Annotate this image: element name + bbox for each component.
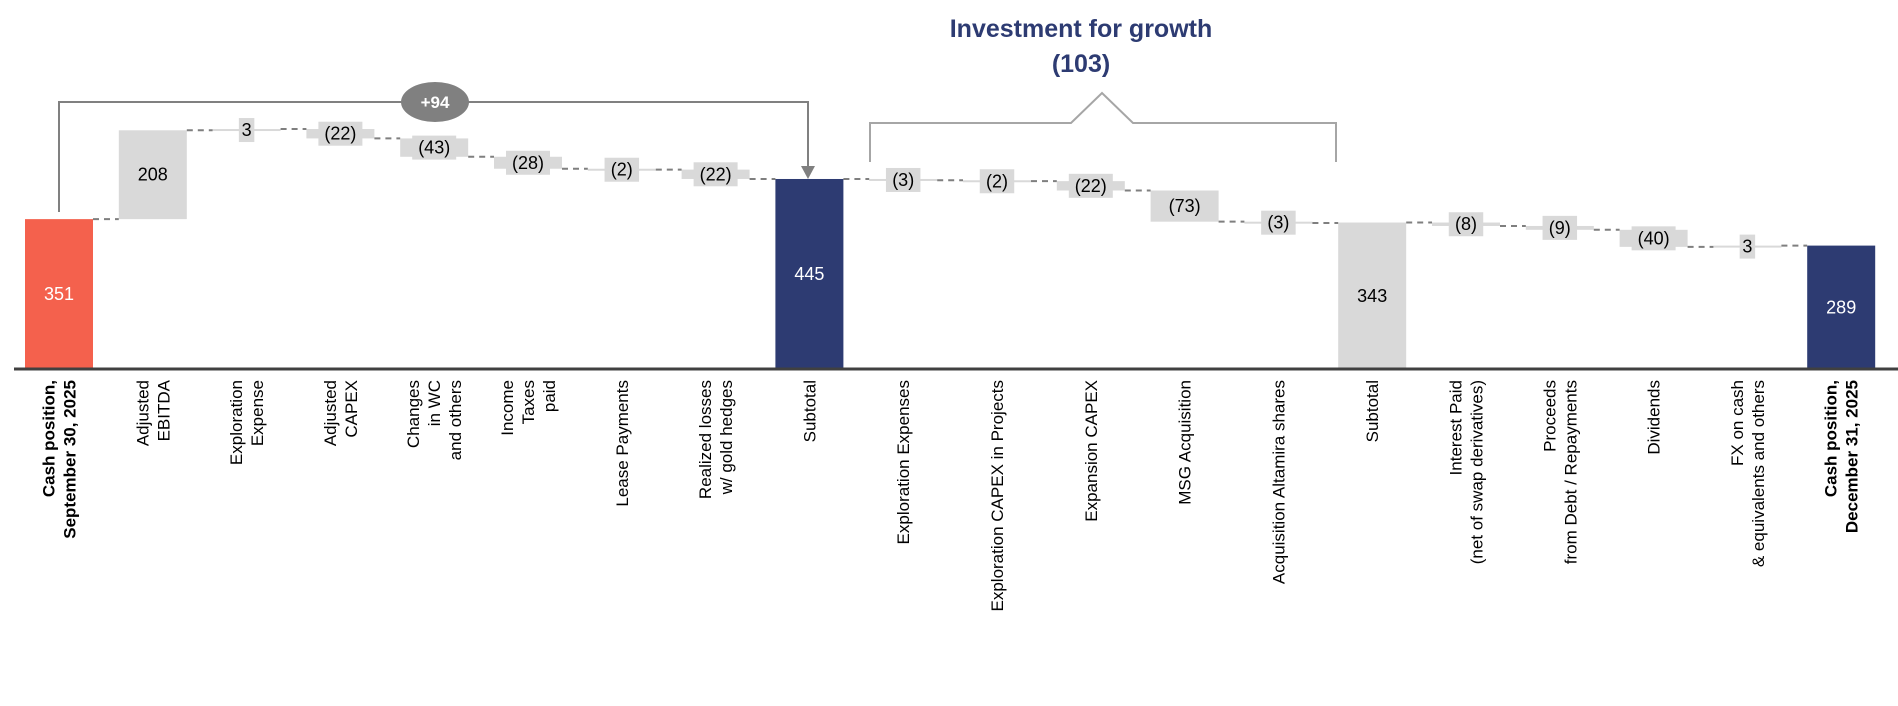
category-label-3: Adjusted [321, 380, 340, 446]
category-label-4: Changes [404, 380, 423, 448]
value-label-bg-4 [412, 135, 457, 160]
category-label-18: FX on cash [1728, 380, 1747, 466]
bar-19 [1807, 245, 1876, 369]
category-label-5: Taxes [519, 380, 538, 424]
category-label-17: Dividends [1645, 380, 1664, 455]
category-label-9: Exploration Expenses [894, 380, 913, 544]
value-label-7: (22) [700, 164, 732, 184]
operating-bracket-label: +94 [421, 93, 450, 112]
category-label-5: Income [498, 380, 517, 436]
value-label-10: (2) [986, 171, 1008, 191]
bar-1 [118, 130, 187, 220]
category-label-2: Expense [248, 380, 267, 446]
value-label-bg-10 [979, 169, 1015, 194]
value-label-bg-17 [1631, 226, 1676, 251]
value-label-5: (28) [512, 153, 544, 173]
category-label-6: Lease Payments [613, 380, 632, 507]
value-label-6: (2) [611, 160, 633, 180]
value-label-16: (9) [1549, 218, 1571, 238]
value-label-bg-7 [693, 162, 738, 187]
value-label-2: 3 [242, 120, 252, 140]
category-label-4: in WC [425, 380, 444, 426]
value-label-9: (3) [892, 170, 914, 190]
bar-14 [1338, 222, 1407, 369]
value-label-bg-11 [1068, 173, 1113, 198]
value-label-bg-13 [1261, 210, 1296, 235]
value-label-bg-3 [318, 121, 363, 146]
category-label-18: & equivalents and others [1749, 380, 1768, 567]
category-label-14: Subtotal [1363, 380, 1382, 442]
category-label-0: September 30, 2025 [61, 380, 80, 539]
category-label-1: Adjusted [133, 380, 152, 446]
value-label-14: 343 [1357, 286, 1387, 306]
category-label-10: Exploration CAPEX in Projects [988, 380, 1007, 612]
category-labels: Cash position, September 30, 2025 Adjusted… [40, 379, 1862, 611]
category-label-16: Proceeds [1540, 380, 1559, 452]
category-label-12: MSG Acquisition [1176, 380, 1195, 505]
bar-8 [775, 178, 844, 369]
category-label-13: Acquisition Altamira shares [1269, 380, 1288, 584]
category-label-16: from Debt / Repayments [1561, 380, 1580, 564]
category-label-0: Cash position, [40, 380, 59, 497]
connectors [93, 128, 1808, 248]
value-label-bg-9 [885, 167, 921, 192]
bars [25, 129, 1876, 369]
value-label-bg-6 [604, 157, 640, 182]
value-label-bg-18 [1739, 234, 1756, 259]
arrow-down-icon [801, 166, 815, 179]
value-label-13: (3) [1267, 213, 1289, 233]
category-label-19: December 31, 2025 [1843, 380, 1862, 533]
category-label-5: paid [540, 380, 559, 412]
value-label-18: 3 [1742, 237, 1752, 257]
value-label-15: (8) [1455, 214, 1477, 234]
operating-bracket-badge [401, 82, 469, 122]
category-label-2: Exploration [227, 380, 246, 465]
investment-bracket-value: (103) [1052, 50, 1110, 78]
value-label-bg-15 [1448, 212, 1484, 237]
category-label-15: Interest Paid [1447, 380, 1466, 475]
investment-bracket: Investment for growth (103) [869, 15, 1337, 162]
value-label-8: 445 [794, 264, 824, 284]
category-label-7: Realized losses [696, 380, 715, 499]
bar-12 [1150, 190, 1219, 222]
value-label-4: (43) [418, 138, 450, 158]
category-label-11: Expansion CAPEX [1082, 380, 1101, 522]
value-label-1: 208 [138, 165, 168, 185]
value-label-bg-2 [238, 118, 255, 143]
value-label-19: 289 [1826, 297, 1856, 317]
value-label-11: (22) [1075, 176, 1107, 196]
category-label-15: (net of swap derivatives) [1468, 380, 1487, 564]
category-label-1: EBITDA [154, 379, 173, 441]
value-label-17: (40) [1638, 228, 1670, 248]
value-label-3: (22) [324, 124, 356, 144]
category-label-7: w/ gold hedges [717, 380, 736, 495]
category-label-3: CAPEX [342, 380, 361, 438]
investment-bracket-title: Investment for growth [950, 15, 1213, 43]
bar-0 [25, 219, 93, 369]
operating-bracket: +94 [58, 82, 815, 212]
value-label-12: (73) [1169, 196, 1201, 216]
category-label-19: Cash position, [1822, 380, 1841, 497]
value-labels: 351 208 3 (22) (43) (28) (2) (22) 445 (3) (2) (22) (… [44, 118, 1856, 317]
investment-bracket-line [869, 91, 1337, 162]
value-label-bg-16 [1542, 215, 1578, 240]
value-label-bg-5 [506, 150, 550, 175]
category-label-4: and others [446, 380, 465, 460]
value-label-0: 351 [44, 284, 74, 304]
category-label-8: Subtotal [800, 380, 819, 442]
